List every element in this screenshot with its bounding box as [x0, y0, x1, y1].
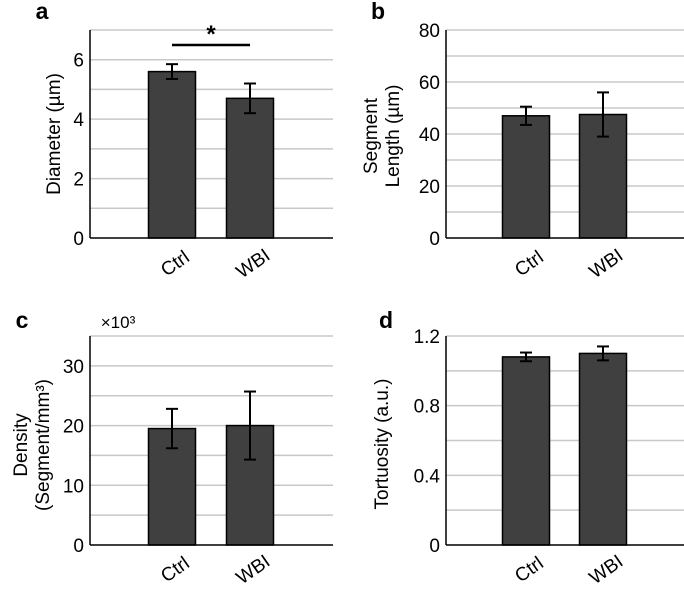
- bar-ctrl: [501, 115, 551, 239]
- error-bar-wbi: [244, 82, 256, 115]
- x-tick-label: Ctrl: [511, 553, 547, 587]
- x-tick-label: WBI: [233, 245, 274, 283]
- y-tick-label: 0: [429, 536, 440, 557]
- x-tick-label: Ctrl: [157, 553, 193, 587]
- panel-a: 0 2 4 6 Ctrl WBI a Diameter (µm) *: [36, 0, 333, 283]
- x-tick-label: Ctrl: [157, 247, 193, 281]
- bar-ctrl: [147, 70, 197, 239]
- error-bar-ctrl: [166, 407, 178, 450]
- panel-letter: a: [36, 0, 49, 24]
- y-tick-label: 60: [419, 73, 440, 94]
- bar-ctrl: [501, 356, 551, 546]
- y-tick-label: 40: [419, 125, 440, 146]
- y-tick-label: 0.8: [414, 397, 440, 418]
- y-tick-label: 80: [419, 21, 440, 42]
- panel-d: 0 0.4 0.8 1.2 Ctrl WBI d Tortuosity (a.u.): [372, 307, 684, 589]
- x-tick-label: Ctrl: [511, 247, 547, 281]
- y-tick-label: 30: [63, 357, 84, 378]
- significance-marker: *: [206, 21, 216, 48]
- y-axis-label: Length (µm): [383, 85, 404, 188]
- error-bar-wbi: [597, 345, 609, 362]
- panel-letter: d: [379, 307, 393, 333]
- y-tick-label: 0: [429, 229, 440, 250]
- axis-multiplier: ×10³: [101, 313, 136, 332]
- y-tick-label: 10: [63, 476, 84, 497]
- panel-letter: b: [371, 0, 385, 24]
- y-tick-label: 20: [419, 177, 440, 198]
- y-tick-label: 2: [73, 170, 84, 191]
- x-tick-label: WBI: [586, 245, 627, 283]
- x-tick-label: WBI: [233, 551, 274, 589]
- error-bar-ctrl: [520, 105, 532, 126]
- y-axis-label: (Segment/mm³): [33, 379, 54, 511]
- y-tick-label: 0: [73, 536, 84, 557]
- y-tick-label: 20: [63, 417, 84, 438]
- panel-letter: c: [16, 307, 29, 333]
- panel-c: 0 10 20 30 Ctrl WBI c Density (Segment/mm³) ×10³: [11, 307, 333, 589]
- y-tick-label: 6: [73, 51, 84, 72]
- y-tick-label: 1.2: [414, 327, 440, 348]
- bar-wbi: [225, 97, 275, 239]
- y-axis-label: Density: [11, 413, 32, 477]
- error-bar-wbi: [244, 390, 256, 461]
- y-axis-label: Diameter (µm): [44, 73, 65, 195]
- y-tick-label: 0: [73, 229, 84, 250]
- y-tick-label: 0.4: [414, 466, 441, 487]
- x-tick-label: WBI: [586, 551, 627, 589]
- y-axis-label: Tortuosity (a.u.): [372, 379, 393, 510]
- error-bar-ctrl: [166, 63, 178, 81]
- y-axis-label: Segment: [361, 97, 382, 174]
- error-bar-ctrl: [520, 351, 532, 363]
- bar-wbi: [578, 352, 628, 546]
- error-bar-wbi: [597, 91, 609, 138]
- panel-b: 0 20 40 60 80 Ctrl WBI b Segment Length (µm): [361, 0, 684, 283]
- y-tick-label: 4: [73, 110, 84, 131]
